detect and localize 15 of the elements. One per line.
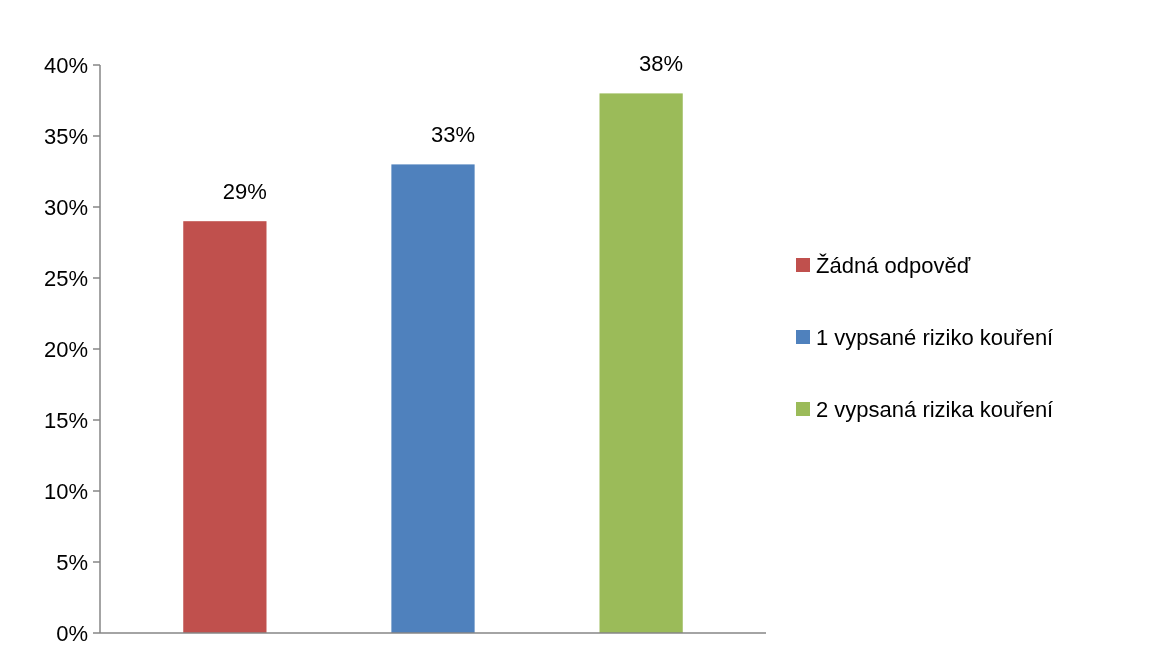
data-label: 33% bbox=[430, 122, 476, 148]
y-tick-label: 10% bbox=[43, 478, 88, 504]
data-label: 38% bbox=[639, 51, 684, 77]
data-label: 29% bbox=[222, 179, 267, 205]
y-tick-label: 40% bbox=[43, 52, 88, 78]
legend-label: 2 vypsaná rizika kouření bbox=[816, 396, 1054, 422]
legend-label: Žádná odpověď bbox=[816, 252, 971, 278]
y-tick-label: 20% bbox=[43, 336, 88, 362]
legend-label: 1 vypsané riziko kouření bbox=[816, 324, 1054, 350]
y-tick-label: 0% bbox=[56, 620, 88, 646]
y-tick-label: 35% bbox=[43, 123, 88, 149]
y-tick-label: 25% bbox=[43, 265, 88, 291]
y-tick-label: 5% bbox=[56, 549, 88, 575]
y-tick-label: 30% bbox=[43, 194, 88, 220]
y-tick-label: 15% bbox=[43, 407, 88, 433]
